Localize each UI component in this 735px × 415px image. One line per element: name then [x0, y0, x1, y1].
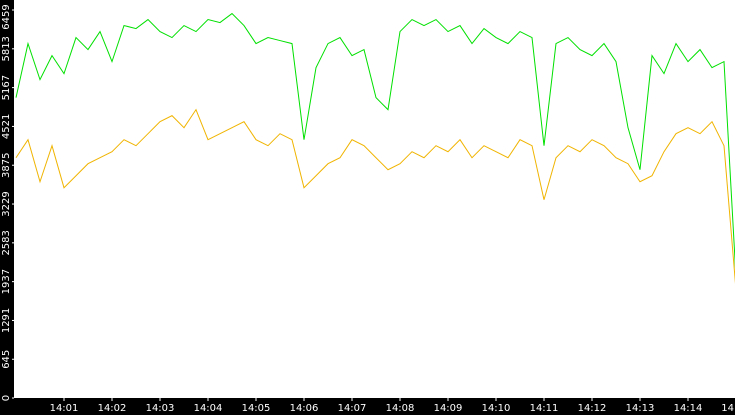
x-tick-label: 14:14 — [674, 403, 703, 414]
x-tick-label: 14:10 — [482, 403, 511, 414]
x-tick-label: 14:09 — [434, 403, 463, 414]
y-tick-label: 5813 — [1, 36, 12, 61]
x-tick-label: 14:12 — [578, 403, 607, 414]
x-tick-label: 14:02 — [98, 403, 127, 414]
y-tick-label: 0 — [1, 395, 12, 401]
x-tick-label: 14:11 — [530, 403, 559, 414]
y-tick-label: 3875 — [1, 152, 12, 177]
x-tick-label: 14:07 — [338, 403, 367, 414]
series-line — [15, 12, 735, 269]
y-tick-label: 645 — [1, 350, 12, 369]
series-line — [15, 108, 735, 284]
x-tick-label: 14:03 — [146, 403, 175, 414]
x-tick-label: 14:13 — [626, 403, 655, 414]
x-tick-label: 14:01 — [50, 403, 79, 414]
x-tick-label: 14:06 — [290, 403, 319, 414]
y-tick-label: 1291 — [1, 308, 12, 333]
x-tick-label: 14:08 — [386, 403, 415, 414]
y-tick-label: 2583 — [1, 230, 12, 255]
x-tick-label: 14 — [721, 403, 734, 414]
y-tick-label: 6459 — [1, 4, 12, 29]
x-tick-label: 14:05 — [242, 403, 271, 414]
y-tick-label: 3229 — [1, 191, 12, 216]
y-tick-label: 5167 — [1, 75, 12, 100]
y-tick-label: 4521 — [1, 114, 12, 139]
plot-area — [14, 0, 735, 398]
x-tick-label: 14:04 — [194, 403, 223, 414]
y-tick-label: 1937 — [1, 269, 12, 294]
